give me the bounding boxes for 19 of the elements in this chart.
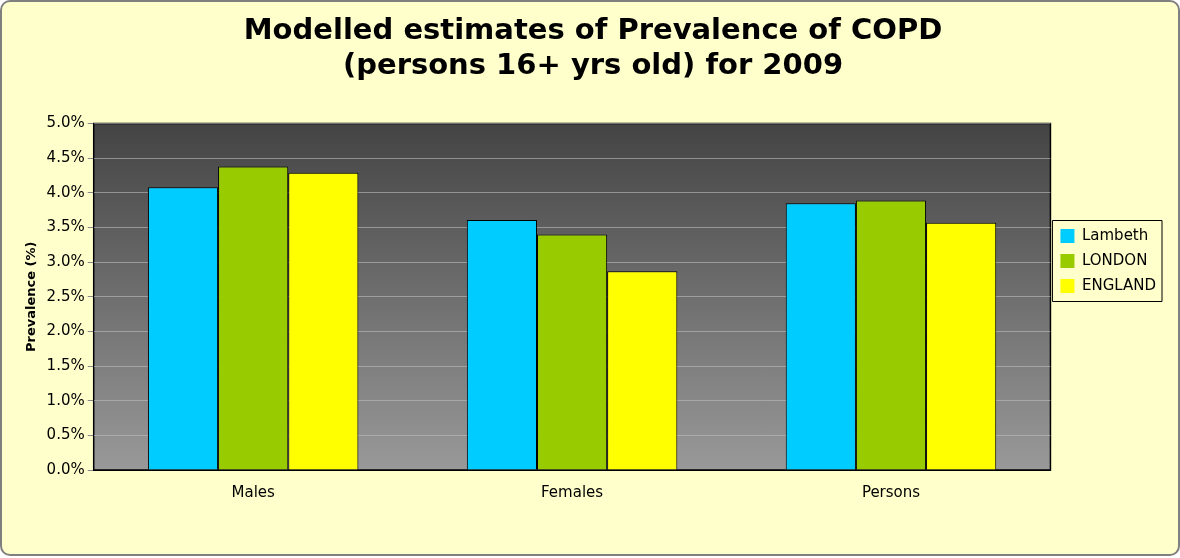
y-tick-label: 1.0% bbox=[46, 390, 85, 409]
legend-label: Lambeth bbox=[1081, 225, 1149, 244]
y-tick-label: 3.5% bbox=[46, 217, 85, 236]
y-tick-label: 1.5% bbox=[46, 355, 85, 374]
y-tick-label: 5.0% bbox=[46, 113, 85, 132]
legend-label: LONDON bbox=[1081, 250, 1148, 269]
y-tick-label: 0.0% bbox=[46, 459, 85, 478]
x-tick-label: Males bbox=[231, 482, 276, 501]
chart-title: Modelled estimates of Prevalence of COPD (persons 16+ yrs old) for 2009 bbox=[243, 11, 943, 81]
legend-label: ENGLAND bbox=[1081, 275, 1157, 294]
y-tick-label: 3.0% bbox=[46, 252, 85, 271]
y-tick-label: 4.5% bbox=[46, 148, 85, 167]
y-tick-label: 2.5% bbox=[46, 286, 85, 305]
y-axis-title: Prevalence (%) bbox=[23, 241, 39, 353]
y-tick-label: 4.0% bbox=[46, 182, 85, 201]
x-tick-label: Females bbox=[541, 482, 604, 501]
y-tick-label: 2.0% bbox=[46, 321, 85, 340]
y-tick-label: 0.5% bbox=[46, 425, 85, 444]
x-tick-label: Persons bbox=[861, 482, 921, 501]
